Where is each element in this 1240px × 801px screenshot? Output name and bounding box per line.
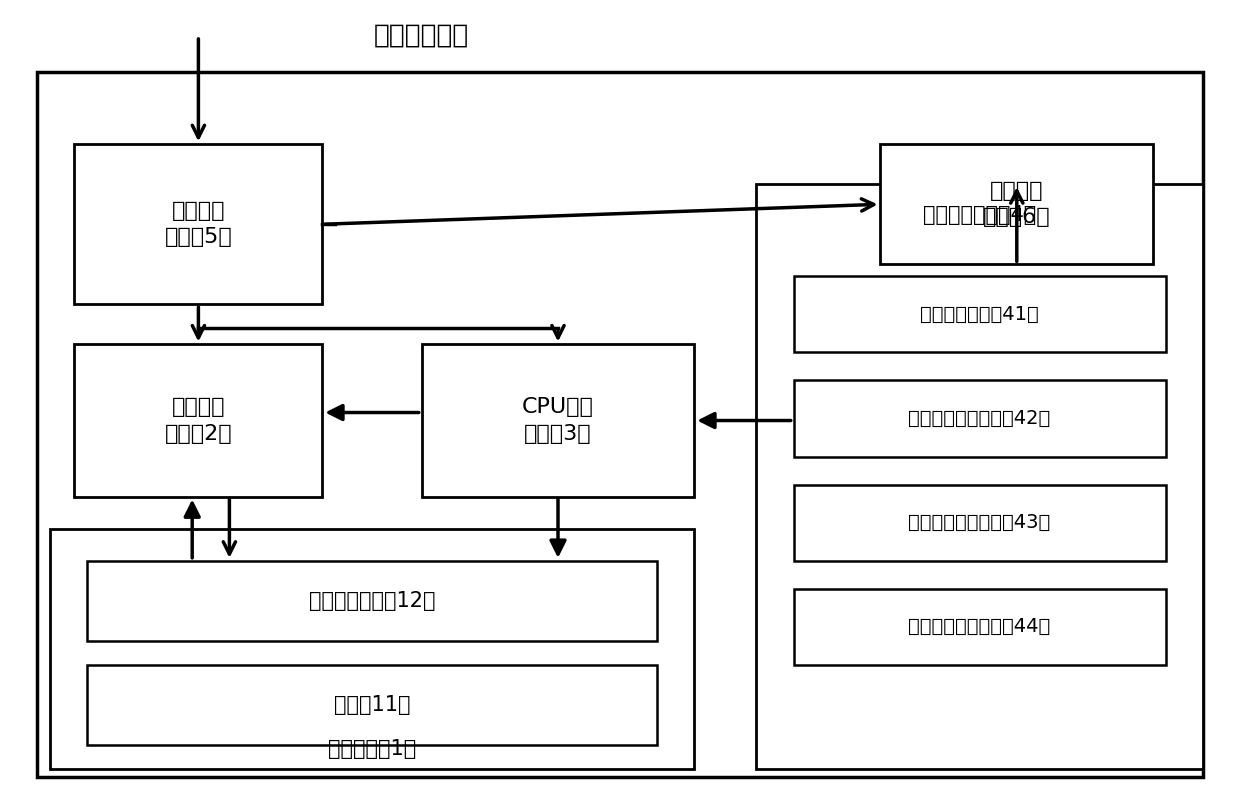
Text: CPU控制
模块（3）: CPU控制 模块（3） (522, 397, 594, 444)
Bar (74, 344, 322, 497)
Text: 温度监测单元（41）: 温度监测单元（41） (920, 305, 1039, 324)
Bar (794, 380, 1166, 457)
Bar (422, 344, 694, 497)
Bar (87, 665, 657, 745)
Text: 电池（11）: 电池（11） (334, 695, 410, 714)
Bar (756, 184, 1203, 769)
Bar (794, 485, 1166, 561)
Text: 智能调节
模块（2）: 智能调节 模块（2） (165, 397, 232, 444)
Bar (50, 529, 694, 769)
Text: 充电次数监测单元（42）: 充电次数监测单元（42） (909, 409, 1050, 428)
Bar (87, 561, 657, 641)
Text: 充电电压监测单元（43）: 充电电压监测单元（43） (909, 513, 1050, 532)
Text: 智能监测模块（4）: 智能监测模块（4） (923, 205, 1037, 224)
Text: 电源转换
模块（5）: 电源转换 模块（5） (165, 201, 232, 248)
Text: 充电电流监测单元（44）: 充电电流监测单元（44） (909, 618, 1050, 636)
Bar (74, 144, 322, 304)
Text: 电池管理芯片（12）: 电池管理芯片（12） (309, 591, 435, 610)
Text: 外部电源输入: 外部电源输入 (374, 23, 469, 49)
Text: 电池模组（1）: 电池模组（1） (327, 739, 417, 759)
Bar (794, 276, 1166, 352)
Bar (880, 144, 1153, 264)
Bar (794, 589, 1166, 665)
Text: 异常报警
模块（6）: 异常报警 模块（6） (983, 181, 1050, 227)
Bar (37, 72, 1203, 777)
